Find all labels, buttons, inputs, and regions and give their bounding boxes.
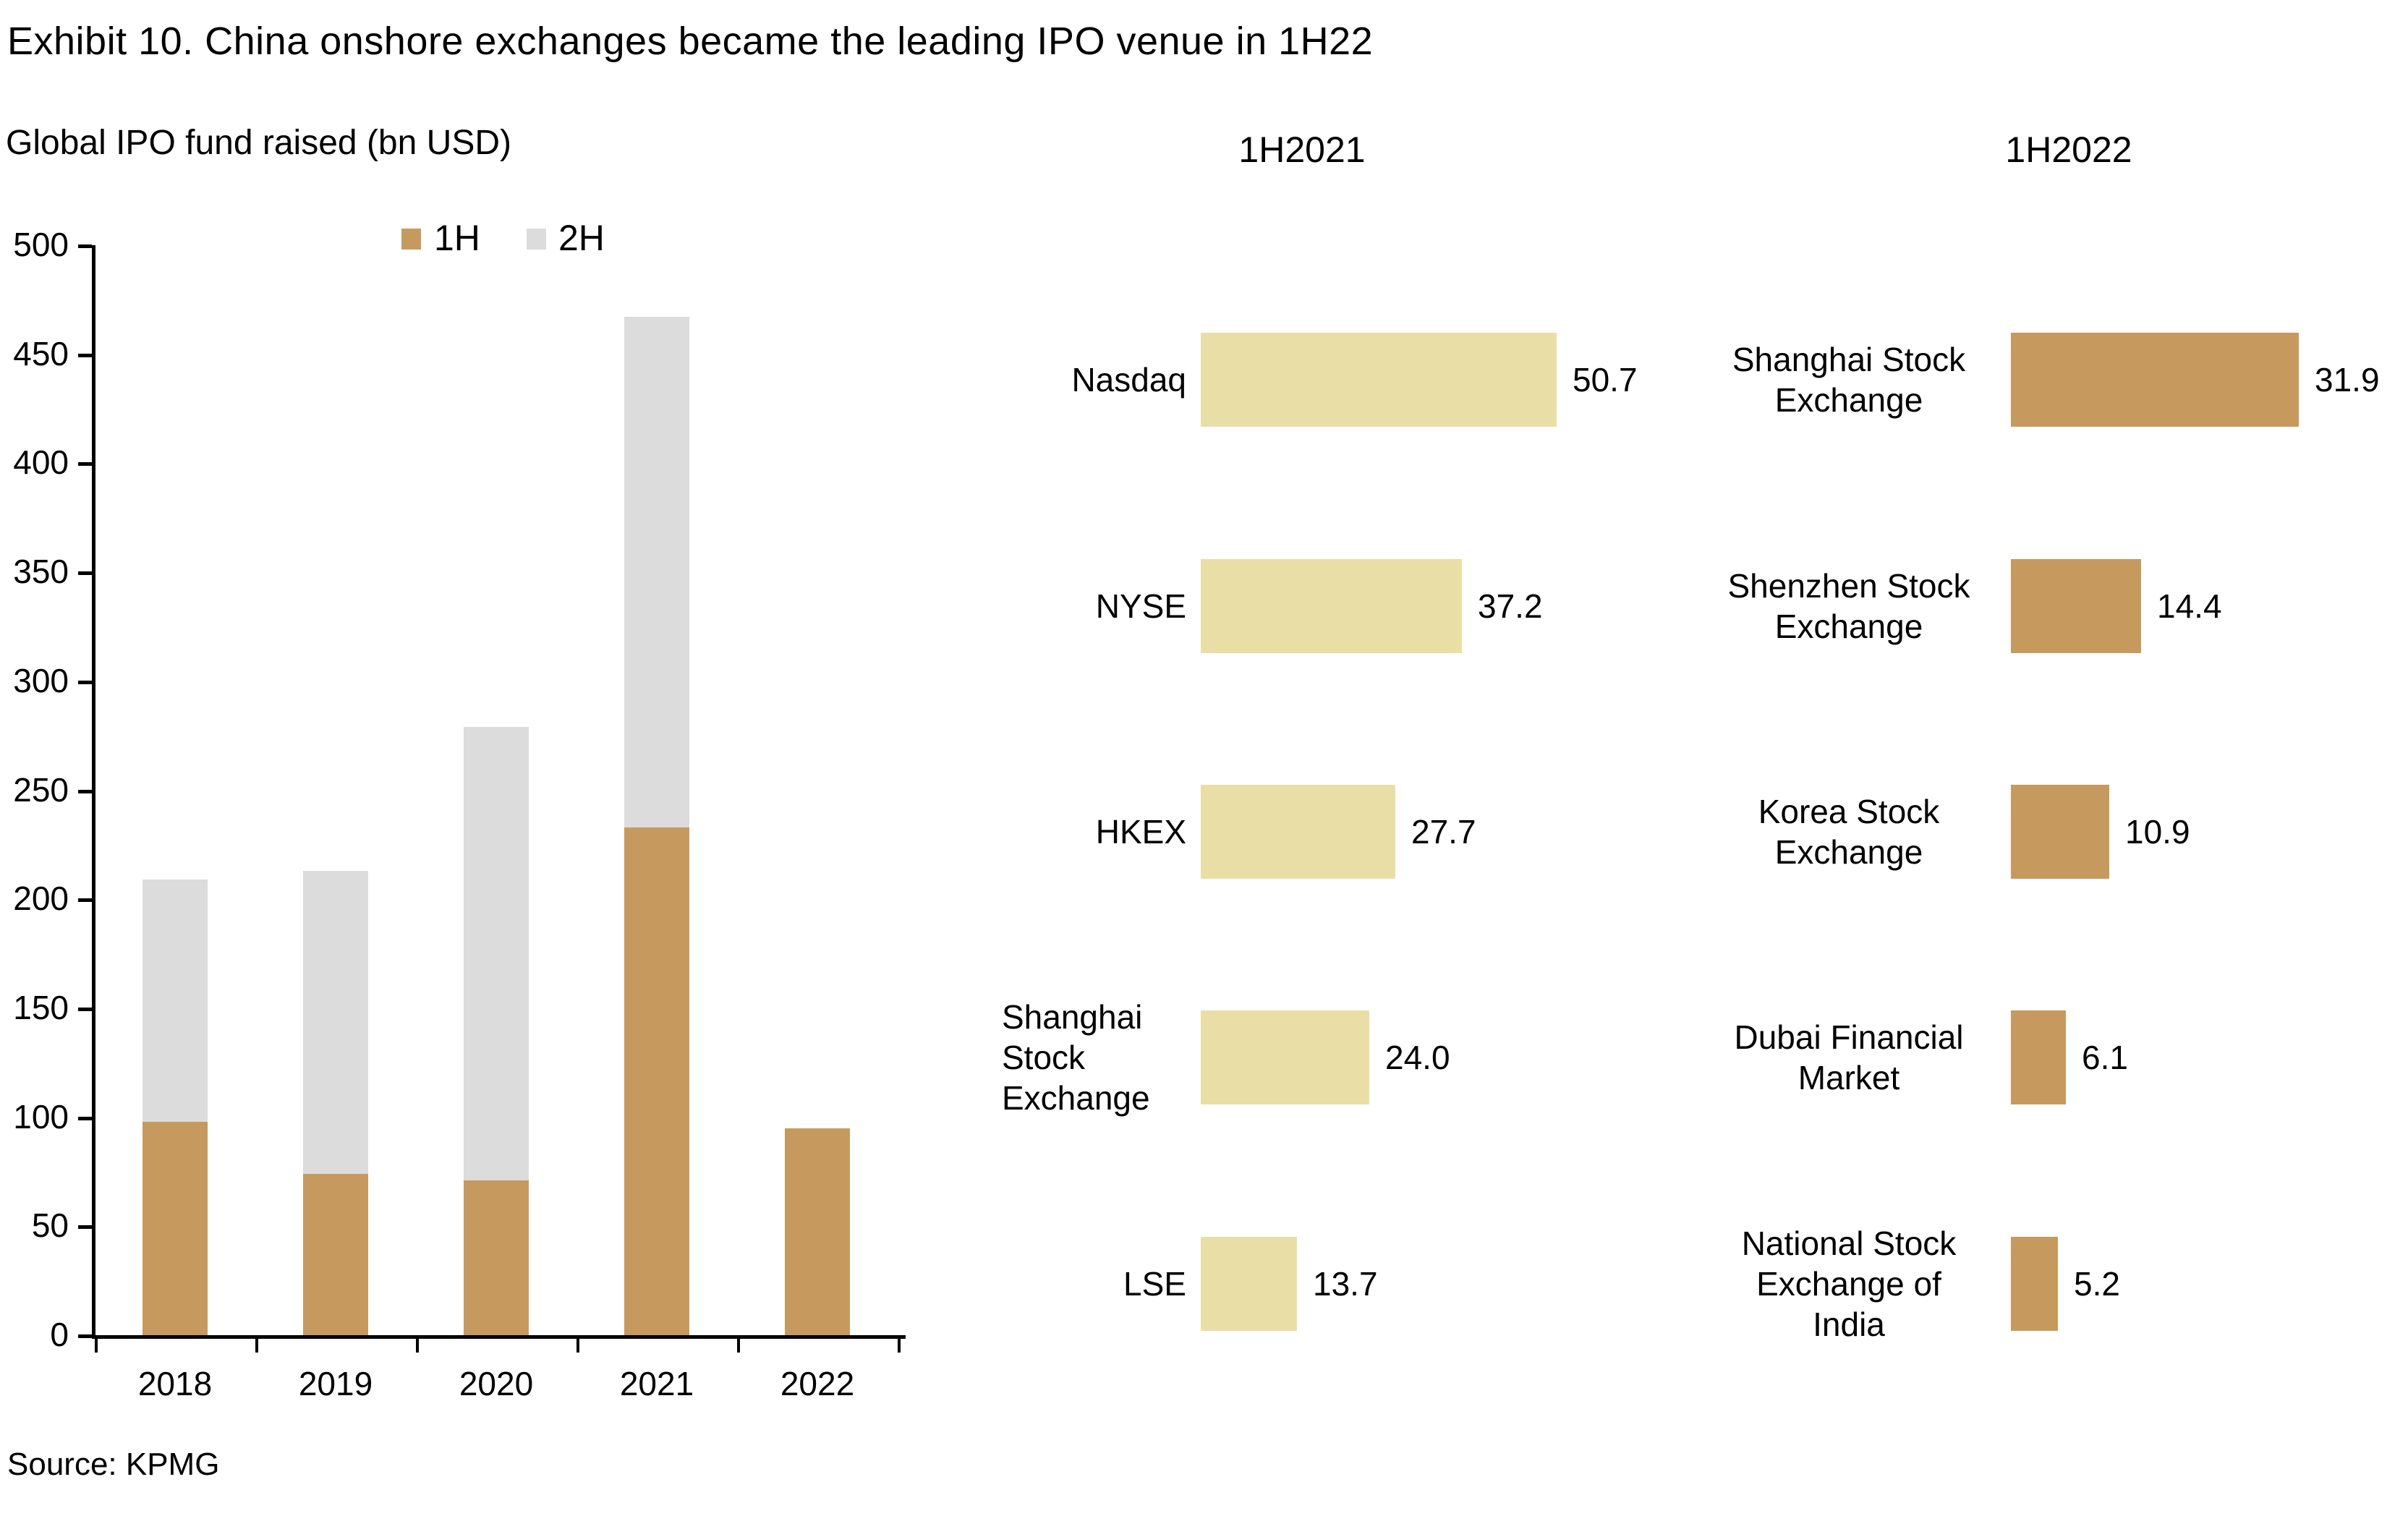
value-label-4: 5.2: [2074, 1265, 2120, 1303]
y-axis-tick-label: 0: [50, 1316, 69, 1353]
row-label-0: Shanghai Stock Exchange: [1732, 341, 1966, 419]
bar-2h-2019: [303, 871, 368, 1174]
hbar-3: [2011, 1010, 2066, 1104]
row-label-4: National Stock Exchange of India: [1741, 1225, 1957, 1343]
row-label-4: LSE: [1123, 1265, 1186, 1303]
row-label-2: Korea Stock Exchange: [1758, 793, 1940, 871]
hbar-3: [1201, 1010, 1369, 1104]
hbar-0: [2011, 333, 2299, 427]
left-chart-title: Global IPO fund raised (bn USD): [6, 124, 511, 162]
x-axis-tick: [416, 1335, 419, 1353]
x-axis-tick: [737, 1335, 740, 1353]
x-axis-category-label: 2019: [298, 1365, 373, 1402]
y-axis-tick: [78, 244, 92, 248]
bar-1h-2020: [464, 1180, 529, 1335]
hbar-4: [2011, 1237, 2058, 1331]
y-axis-tick-label: 450: [13, 334, 69, 372]
x-axis-tick: [577, 1335, 579, 1353]
y-axis-tick: [78, 898, 92, 903]
hbar-0: [1201, 333, 1557, 427]
y-axis-tick: [78, 789, 92, 793]
value-label-0: 50.7: [1573, 361, 1638, 399]
y-axis-tick-label: 400: [13, 443, 69, 482]
bar-2h-2018: [142, 880, 208, 1122]
x-axis-line: [92, 1335, 906, 1339]
y-axis-tick-label: 150: [13, 988, 69, 1026]
right-chart-title: 1H2022: [2005, 129, 2132, 170]
y-axis-tick-label: 500: [13, 226, 69, 263]
value-label-3: 6.1: [2082, 1039, 2128, 1076]
y-axis-tick-label: 350: [13, 553, 69, 591]
value-label-0: 31.9: [2315, 361, 2380, 399]
legend-2h-label: 2H: [558, 218, 605, 258]
mid-chart-title: 1H2021: [1238, 129, 1366, 170]
y-axis-tick: [78, 680, 92, 684]
y-axis-tick-label: 100: [13, 1097, 69, 1136]
y-axis-tick-label: 250: [13, 770, 69, 809]
source-note: Source: KPMG: [7, 1447, 220, 1482]
x-axis-category-label: 2022: [780, 1365, 855, 1402]
hbar-1: [1201, 559, 1462, 653]
y-axis-tick-label: 300: [13, 661, 69, 699]
hbar-4: [1201, 1237, 1297, 1331]
bar-2h-2020: [464, 727, 529, 1180]
y-axis-tick: [78, 462, 92, 467]
value-label-3: 24.0: [1385, 1039, 1450, 1076]
row-label-3: Dubai Financial Market: [1734, 1018, 1964, 1096]
row-label-2: HKEX: [1095, 813, 1186, 851]
row-label-1: NYSE: [1095, 587, 1186, 625]
y-axis-tick: [78, 1225, 92, 1230]
bar-1h-2018: [142, 1121, 208, 1335]
value-label-1: 37.2: [1478, 587, 1543, 625]
legend-1h-swatch-icon: [401, 229, 421, 250]
value-label-2: 10.9: [2125, 813, 2190, 851]
y-axis-line: [92, 245, 95, 1339]
x-axis-tick: [255, 1335, 258, 1353]
exhibit-title: Exhibit 10. China onshore exchanges beca…: [7, 20, 1374, 63]
x-axis-category-label: 2021: [619, 1365, 694, 1402]
hbar-2: [2011, 785, 2109, 879]
legend-2h-swatch-icon: [527, 229, 546, 250]
x-axis-category-label: 2018: [137, 1365, 213, 1402]
hbar-1: [2011, 559, 2141, 653]
y-axis-tick-label: 50: [31, 1206, 69, 1245]
value-label-4: 13.7: [1313, 1265, 1378, 1303]
y-axis-tick: [78, 1116, 92, 1120]
legend-1h-label: 1H: [434, 218, 480, 258]
bar-1h-2021: [624, 827, 689, 1335]
y-axis-tick-label: 200: [13, 880, 69, 918]
hbar-2: [1201, 785, 1395, 879]
bar-1h-2019: [303, 1173, 368, 1335]
value-label-1: 14.4: [2157, 587, 2222, 625]
row-label-1: Shenzhen Stock Exchange: [1727, 567, 1970, 645]
x-axis-tick: [95, 1335, 98, 1353]
x-axis-tick: [898, 1335, 901, 1353]
y-axis-tick: [78, 1007, 92, 1011]
x-axis-category-label: 2020: [459, 1365, 534, 1402]
y-axis-tick: [78, 571, 92, 576]
bar-2h-2021: [624, 317, 689, 827]
bar-1h-2022: [785, 1128, 850, 1335]
row-label-0: Nasdaq: [1071, 361, 1186, 399]
y-axis-tick: [78, 1334, 92, 1338]
row-label-3: Shanghai Stock Exchange: [1002, 998, 1150, 1117]
value-label-2: 27.7: [1411, 813, 1476, 851]
y-axis-tick: [78, 353, 92, 357]
